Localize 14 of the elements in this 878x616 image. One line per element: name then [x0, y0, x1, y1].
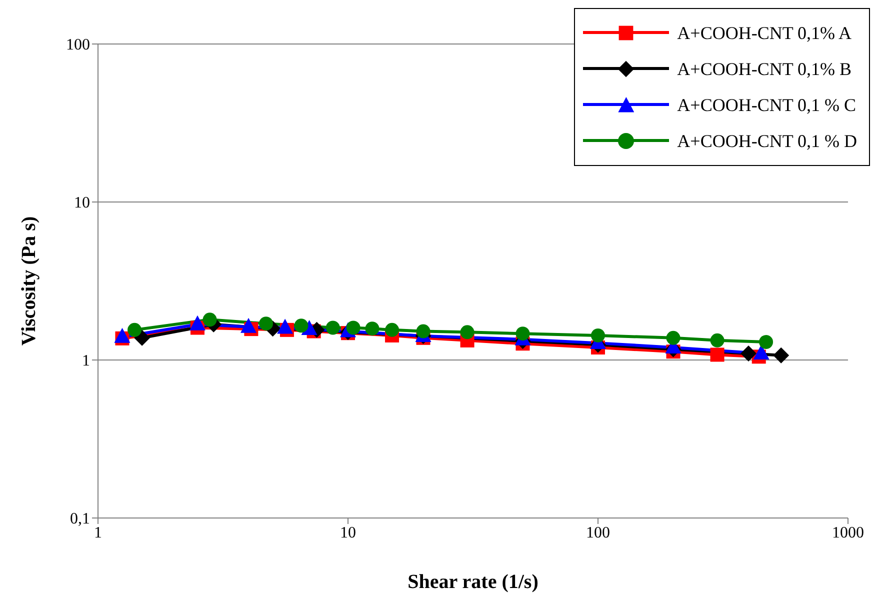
y-tick-label: 1 [82, 352, 90, 370]
x-tick-label: 1 [94, 524, 102, 542]
x-tick-label: 1000 [832, 524, 864, 542]
legend-label: A+COOH-CNT 0,1 % D [677, 130, 857, 152]
y-axis-title: Viscosity (Pa s) [18, 216, 40, 346]
y-tick-label: 100 [66, 36, 90, 54]
legend-label: A+COOH-CNT 0,1% B [677, 58, 852, 80]
legend-label: A+COOH-CNT 0,1% A [677, 22, 852, 44]
legend-label: A+COOH-CNT 0,1 % C [677, 94, 856, 116]
x-tick-label: 10 [340, 524, 356, 542]
x-tick-label: 100 [586, 524, 610, 542]
y-tick-label: 0,1 [70, 510, 90, 528]
y-tick-label: 10 [74, 194, 90, 212]
x-axis-title: Shear rate (1/s) [408, 571, 538, 593]
